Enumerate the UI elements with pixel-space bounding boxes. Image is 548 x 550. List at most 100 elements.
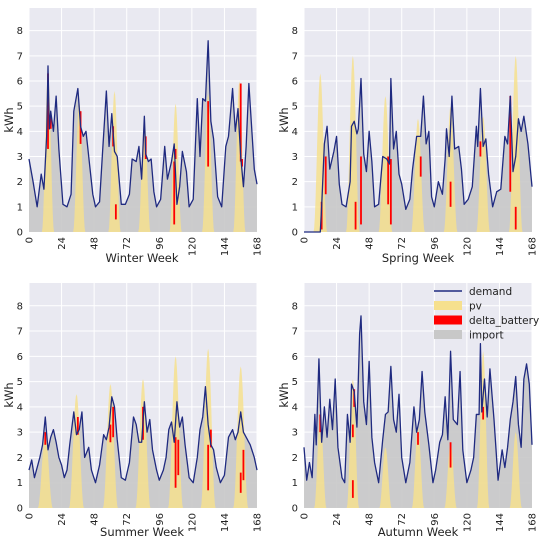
x-tick-label: 168: [528, 513, 539, 532]
delta-battery-bar: [319, 414, 322, 433]
demand-line: [304, 77, 533, 233]
x-tick-label: 168: [528, 237, 539, 256]
delta-battery-bar: [47, 73, 49, 149]
y-axis-label: kWh: [2, 382, 16, 407]
delta-battery-bar: [207, 101, 210, 167]
delta-battery-bar: [354, 201, 357, 230]
y-tick-label: 3: [292, 152, 298, 163]
x-tick-label: 24: [57, 513, 68, 526]
y-axis-label: kWh: [277, 382, 291, 407]
y-tick-label: 3: [17, 152, 23, 163]
x-tick-label: 144: [220, 237, 231, 256]
x-tick-label: 96: [155, 237, 166, 250]
x-tick-label: 72: [122, 237, 133, 250]
x-tick-label: 72: [122, 513, 133, 526]
x-tick-label: 144: [495, 237, 506, 256]
delta-battery-bar: [76, 416, 79, 435]
x-tick-label: 48: [365, 237, 376, 250]
delta-battery-bar: [174, 437, 177, 488]
x-tick-label: 120: [462, 513, 473, 532]
y-tick-label: 1: [292, 478, 298, 489]
y-axis-label: kWh: [277, 107, 291, 132]
y-tick-label: 5: [17, 102, 23, 113]
delta-battery-bar: [239, 472, 242, 493]
delta-battery-bar: [209, 429, 212, 448]
y-tick-label: 6: [292, 352, 298, 363]
x-tick-label: 0: [300, 237, 311, 243]
delta-battery-bar: [207, 444, 210, 491]
x-tick-label: 72: [397, 237, 408, 250]
x-tick-label: 24: [332, 513, 343, 526]
delta-battery-bar: [242, 449, 245, 481]
delta-battery-bar: [419, 156, 422, 177]
delta-battery-bar: [177, 439, 180, 476]
x-tick-label: 120: [462, 237, 473, 256]
delta-battery-bar: [112, 406, 115, 438]
y-tick-label: 8: [17, 26, 23, 37]
y-tick-label: 4: [17, 127, 23, 138]
x-tick-label: 0: [300, 513, 311, 519]
delta-battery-bar: [174, 148, 177, 160]
y-tick-label: 4: [292, 402, 298, 413]
y-tick-label: 6: [17, 352, 23, 363]
y-tick-label: 0: [17, 228, 23, 239]
x-axis-label: Summer Week: [100, 525, 184, 539]
x-tick-label: 96: [155, 513, 166, 526]
chart-panel-2: 0 1 2 3 4 5 6 7 8 0 24 48 72 96 120 144 168 Spring Week kW…: [277, 8, 539, 265]
x-tick-label: 96: [430, 513, 441, 526]
delta-battery-bar: [324, 156, 327, 195]
x-tick-label: 96: [430, 237, 441, 250]
delta-battery-bar: [360, 156, 362, 225]
legend-swatch-delta_battery: [434, 315, 462, 325]
x-tick-label: 24: [57, 237, 68, 250]
delta-battery-bar: [509, 96, 512, 192]
y-tick-label: 0: [292, 504, 298, 515]
x-tick-label: 144: [495, 513, 506, 532]
y-tick-label: 3: [17, 428, 23, 439]
delta-battery-bar: [114, 204, 117, 220]
import-area: [304, 315, 532, 508]
delta-battery-bar: [387, 156, 390, 205]
y-tick-label: 1: [292, 202, 298, 213]
delta-battery-bar: [417, 432, 419, 445]
delta-battery-bar: [49, 116, 52, 129]
delta-battery-bar: [479, 141, 482, 157]
delta-battery-bar: [514, 206, 517, 230]
x-axis-label: Spring Week: [382, 251, 455, 265]
delta-battery-bar: [173, 161, 176, 225]
y-tick-label: 7: [17, 51, 23, 62]
delta-battery-bar: [351, 480, 354, 498]
y-tick-label: 2: [292, 177, 298, 188]
x-tick-label: 120: [187, 237, 198, 256]
y-tick-label: 4: [292, 127, 298, 138]
x-tick-label: 0: [25, 513, 36, 519]
y-tick-label: 1: [17, 478, 23, 489]
y-tick-label: 0: [17, 504, 23, 515]
x-tick-label: 168: [253, 237, 264, 256]
y-tick-label: 0: [292, 228, 298, 239]
x-tick-label: 48: [90, 513, 101, 526]
delta-battery-bar: [241, 159, 243, 167]
y-tick-label: 8: [292, 301, 298, 312]
import-area: [29, 40, 257, 232]
delta-battery-bar: [449, 442, 452, 468]
x-tick-label: 24: [332, 237, 343, 250]
pv-area: [304, 351, 532, 508]
x-tick-label: 168: [253, 513, 264, 532]
x-tick-label: 120: [187, 513, 198, 532]
pv-area: [304, 55, 532, 232]
y-tick-label: 6: [292, 76, 298, 87]
y-tick-label: 8: [292, 26, 298, 37]
x-tick-label: 72: [397, 513, 408, 526]
y-tick-label: 7: [292, 51, 298, 62]
chart-panel-4: 0 1 2 3 4 5 6 7 8 0 24 48 72 96 120 144 168 Autumn Week kW…: [277, 283, 539, 539]
delta-battery-bar: [239, 83, 242, 162]
delta-battery-bar: [449, 181, 452, 207]
delta-battery-bar: [482, 406, 485, 420]
delta-battery-bar: [109, 424, 112, 443]
demand-line: [28, 386, 258, 484]
x-tick-label: 144: [220, 513, 231, 532]
legend-swatch-import: [434, 330, 462, 339]
